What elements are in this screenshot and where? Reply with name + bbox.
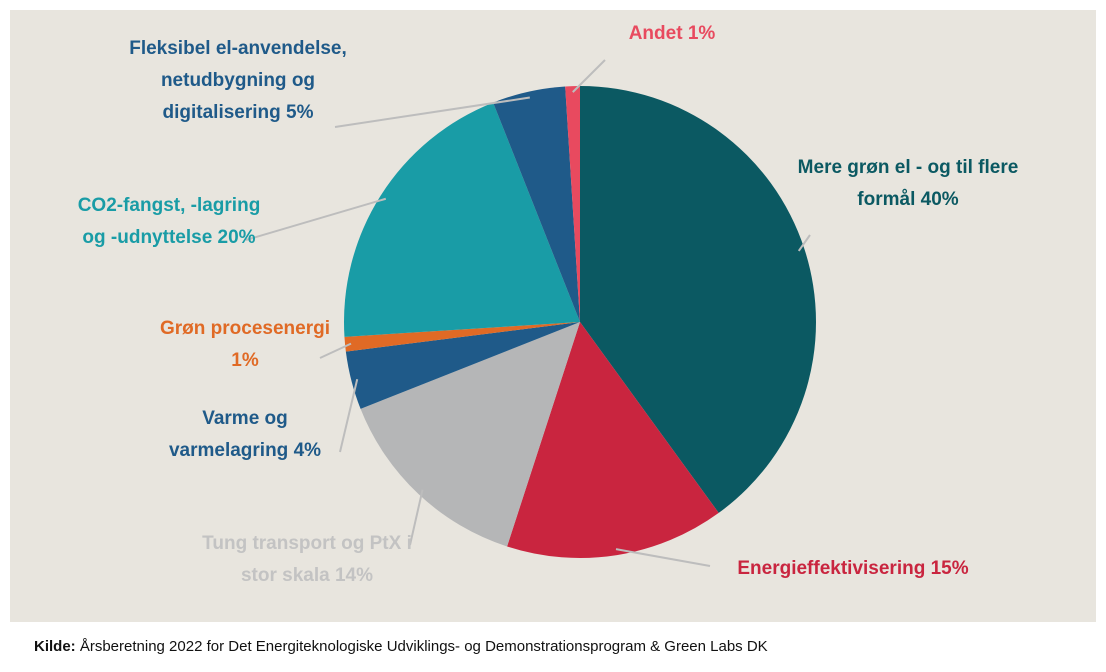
label-category: Mere grøn el - og til flere formål bbox=[797, 157, 1019, 210]
slice-label: Varme og varmelagring 4% bbox=[140, 403, 350, 467]
pie-slice bbox=[360, 322, 580, 547]
label-value: 1% bbox=[687, 23, 716, 44]
slice-label: Fleksibel el-anvendelse, netudbygning og… bbox=[128, 33, 348, 129]
label-value: 40% bbox=[920, 189, 959, 210]
pie-slice bbox=[565, 86, 580, 322]
label-category: Varme og varmelagring bbox=[168, 408, 289, 461]
slice-label: CO2-fangst, -lagring og -udnyttelse 20% bbox=[64, 190, 274, 254]
leader-line bbox=[339, 378, 359, 453]
leader-line bbox=[615, 548, 711, 567]
label-value: 20% bbox=[217, 227, 256, 248]
source-text: Årsberetning 2022 for Det Energiteknolog… bbox=[79, 638, 768, 655]
label-value: 15% bbox=[930, 558, 969, 579]
pie-slice bbox=[493, 86, 580, 322]
label-category: Grøn procesenergi bbox=[160, 318, 330, 339]
leader-line bbox=[797, 234, 811, 252]
label-category: Tung transport og PtX i stor skala bbox=[202, 533, 412, 586]
label-category: Energieffektivisering bbox=[737, 558, 926, 579]
leader-line bbox=[334, 96, 530, 128]
pie-slice bbox=[345, 322, 580, 409]
label-value: 14% bbox=[334, 565, 374, 586]
leader-line bbox=[572, 59, 606, 93]
plot-area: Mere grøn el - og til flere formål 40% En… bbox=[10, 10, 1096, 622]
slice-label: Tung transport og PtX i stor skala 14% bbox=[187, 528, 427, 592]
label-category: Andet bbox=[628, 23, 683, 44]
pie-slice bbox=[344, 102, 580, 337]
leader-line bbox=[319, 342, 352, 359]
source: Kilde: Årsberetning 2022 for Det Energit… bbox=[34, 638, 768, 655]
chart bbox=[245, 59, 816, 567]
pie-slice bbox=[344, 322, 580, 352]
source-label: Kilde: bbox=[34, 638, 76, 655]
label-value: 4% bbox=[293, 440, 322, 461]
label-value: 1% bbox=[231, 350, 259, 371]
label-category: Fleksibel el-anvendelse, netudbygning og… bbox=[129, 38, 347, 123]
leader-line bbox=[409, 489, 424, 546]
slice-label: Grøn procesenergi 1% bbox=[150, 313, 340, 377]
label-category: CO2-fangst, -lagring og -udnyttelse bbox=[77, 195, 261, 248]
slice-label: Mere grøn el - og til flere formål 40% bbox=[793, 152, 1023, 216]
slice-label: Energieffektivisering 15% bbox=[693, 553, 1013, 585]
leader-line bbox=[245, 197, 387, 241]
pie-slice bbox=[507, 322, 719, 558]
slice-label: Andet 1% bbox=[612, 18, 732, 50]
label-value: 5% bbox=[286, 102, 314, 123]
pie-slice bbox=[580, 86, 816, 513]
